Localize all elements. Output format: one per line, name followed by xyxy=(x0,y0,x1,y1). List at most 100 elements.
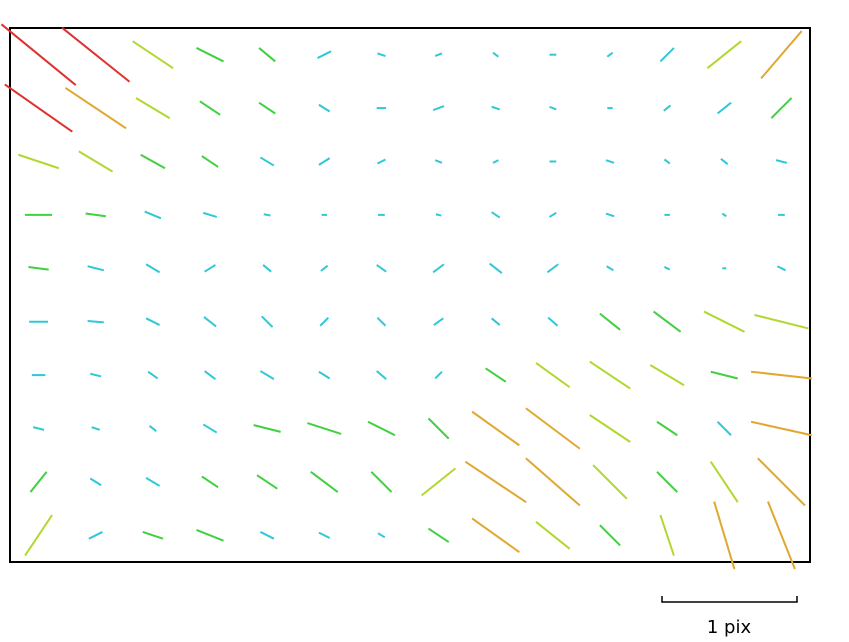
residual-vector xyxy=(489,262,503,274)
residual-vector xyxy=(464,460,527,503)
residual-vector xyxy=(547,316,559,327)
residual-vector xyxy=(471,410,520,447)
residual-vector xyxy=(549,105,557,111)
residual-vector xyxy=(716,421,732,436)
residual-vector xyxy=(18,153,60,170)
residual-vector xyxy=(770,97,793,119)
residual-vector xyxy=(320,264,329,272)
residual-vector xyxy=(592,464,628,500)
residual-vector xyxy=(204,370,216,380)
residual-vector xyxy=(525,407,581,450)
residual-vector xyxy=(148,425,157,432)
residual-vector xyxy=(432,263,445,274)
residual-vector xyxy=(377,52,386,57)
residual-vector xyxy=(140,153,166,170)
residual-vector xyxy=(201,155,219,168)
residual-vector xyxy=(706,40,742,69)
residual-vector xyxy=(202,423,218,434)
vector-field xyxy=(0,23,813,570)
residual-vector xyxy=(261,315,274,328)
residual-vector xyxy=(491,105,501,111)
residual-vector xyxy=(196,47,224,63)
residual-vector xyxy=(492,51,500,58)
residual-vector xyxy=(91,426,101,431)
residual-vector xyxy=(145,263,161,274)
residual-vector xyxy=(64,87,127,130)
residual-vector xyxy=(318,103,331,113)
residual-vector xyxy=(548,212,557,218)
residual-vector xyxy=(318,370,331,380)
residual-vector xyxy=(201,475,219,489)
residual-vector xyxy=(606,265,614,272)
residual-vector xyxy=(135,97,171,120)
residual-vector xyxy=(535,521,571,550)
residual-vector xyxy=(87,320,104,324)
residual-vector xyxy=(435,213,442,217)
residual-vector xyxy=(78,150,114,173)
residual-vector xyxy=(318,157,331,166)
residual-vector xyxy=(142,530,164,540)
residual-vector xyxy=(256,474,278,490)
residual-vector xyxy=(471,517,520,553)
residual-vector xyxy=(263,213,271,217)
residual-vector xyxy=(434,371,443,380)
residual-vector xyxy=(434,159,443,164)
residual-vector xyxy=(29,471,48,493)
residual-vector xyxy=(599,524,621,547)
residual-vector xyxy=(319,316,330,327)
residual-vector xyxy=(259,370,275,381)
residual-vector xyxy=(376,264,387,273)
residual-vector xyxy=(203,316,217,328)
residual-vector xyxy=(310,470,339,493)
residual-vector xyxy=(653,310,682,333)
residual-vector xyxy=(421,467,457,497)
residual-vector xyxy=(258,101,276,115)
residual-vector xyxy=(196,528,224,542)
residual-vector xyxy=(589,414,631,443)
residual-vector xyxy=(760,30,803,79)
residual-vector xyxy=(145,476,161,487)
residual-vector xyxy=(757,457,806,507)
residual-vector xyxy=(199,100,221,116)
scale-label: 1 pix xyxy=(707,617,752,638)
residual-vector xyxy=(649,364,685,387)
residual-vector xyxy=(525,457,581,507)
plot-frame xyxy=(9,27,811,563)
residual-vector xyxy=(721,212,727,218)
residual-vector xyxy=(606,51,614,58)
residual-vector xyxy=(427,527,450,543)
residual-vector xyxy=(61,26,131,83)
residual-vector xyxy=(750,420,813,437)
scale-bar xyxy=(661,596,798,603)
residual-vector xyxy=(145,317,161,326)
residual-vector xyxy=(90,372,102,378)
residual-vector xyxy=(89,477,102,487)
residual-vector xyxy=(258,47,276,63)
residual-vector xyxy=(775,159,788,164)
residual-vector xyxy=(546,263,559,274)
residual-vector xyxy=(750,370,812,380)
residual-vector xyxy=(589,360,631,390)
residual-vector xyxy=(535,362,571,389)
residual-vector xyxy=(713,501,736,570)
residual-vector xyxy=(144,210,162,220)
residual-vector xyxy=(367,420,396,437)
residual-vector xyxy=(605,159,615,164)
residual-vector xyxy=(28,265,49,271)
residual-vector xyxy=(370,471,393,493)
residual-vector xyxy=(767,501,796,570)
residual-vector xyxy=(259,156,275,167)
residual-vector xyxy=(147,370,159,380)
residual-vector xyxy=(377,532,386,539)
residual-vector xyxy=(307,422,342,435)
residual-vector xyxy=(491,211,501,219)
residual-vector xyxy=(24,514,53,557)
residual-vector xyxy=(434,52,443,57)
residual-vector xyxy=(710,370,739,380)
residual-vector xyxy=(656,420,678,437)
residual-vector xyxy=(318,531,331,539)
residual-vector xyxy=(663,266,671,271)
residual-vector xyxy=(485,367,507,383)
residual-vector xyxy=(0,23,77,86)
